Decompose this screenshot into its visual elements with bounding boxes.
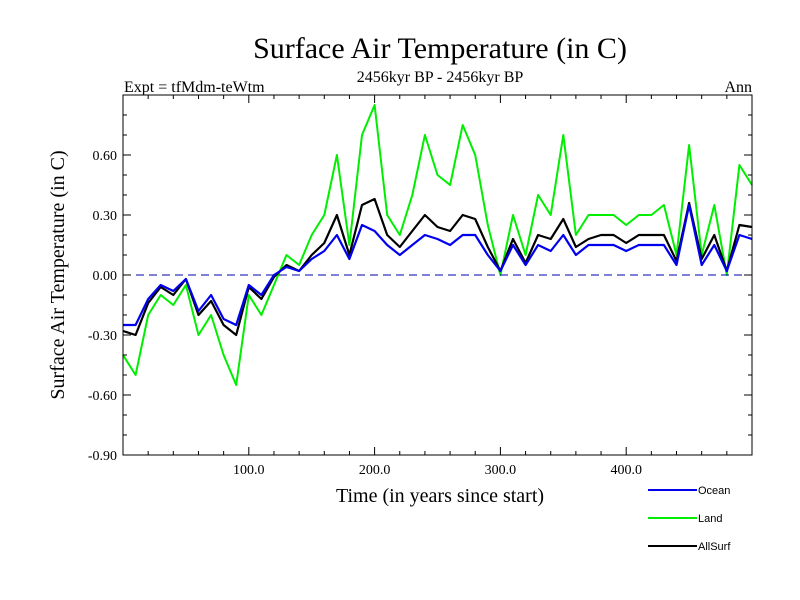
y-axis: -0.90 -0.60 -0.30 0.00 0.30 0.60 <box>88 94 752 464</box>
x-tick-label: 200.0 <box>359 463 391 478</box>
legend-label-allsurf: AllSurf <box>698 541 731 553</box>
y-tick-label: -0.60 <box>88 389 117 404</box>
y-tick-label: -0.30 <box>88 329 117 344</box>
series-line-ocean <box>123 203 753 327</box>
chart-subtitle-left: Expt = tfMdm-teWtm <box>124 79 265 96</box>
series-line-allsurf <box>122 197 753 337</box>
x-axis-label: Time (in years since start) <box>336 485 544 507</box>
y-tick-label: -0.90 <box>88 449 117 464</box>
x-axis: 100.0 200.0 300.0 400.0 <box>147 95 728 478</box>
y-tick-label: 0.00 <box>93 269 118 284</box>
y-axis-label: Surface Air Temperature (in C) <box>47 150 69 399</box>
x-tick-label: 300.0 <box>485 463 517 478</box>
legend-label-ocean: Ocean <box>698 485 730 497</box>
legend-label-land: Land <box>698 513 722 525</box>
series-layer <box>122 104 753 386</box>
chart-subtitle-center: 2456kyr BP - 2456kyr BP <box>357 69 524 86</box>
chart-title: Surface Air Temperature (in C) <box>253 32 627 65</box>
x-tick-label: 100.0 <box>233 463 265 478</box>
x-tick-label: 400.0 <box>610 463 642 478</box>
y-tick-label: 0.30 <box>93 209 118 224</box>
y-tick-label: 0.60 <box>93 149 118 164</box>
legend: Ocean Land AllSurf <box>648 485 731 553</box>
series-line-land <box>122 104 753 386</box>
chart-subtitle-right: Ann <box>724 79 752 96</box>
